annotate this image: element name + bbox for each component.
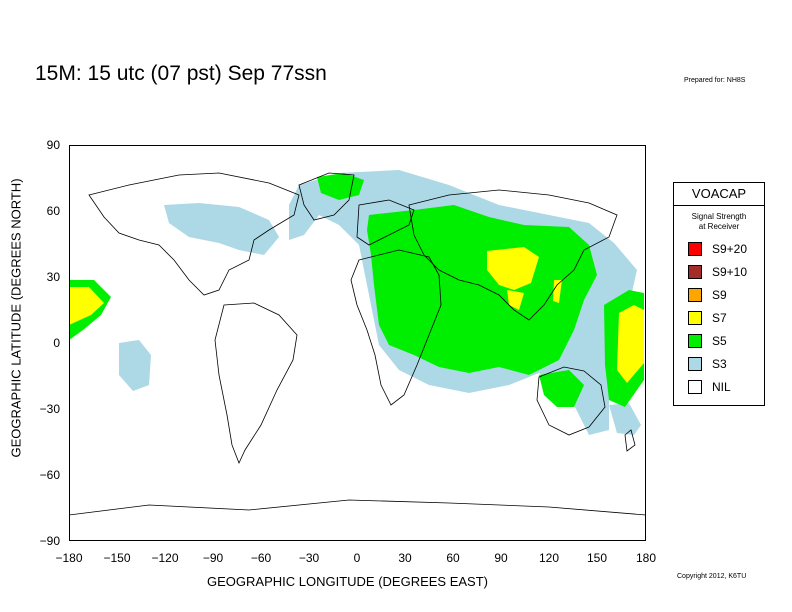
legend-label: S7 xyxy=(712,311,727,325)
legend-subtitle-line1: Signal Strength xyxy=(691,212,747,221)
outline-north-america xyxy=(88,172,300,296)
s5-main-region xyxy=(367,205,597,375)
continent-outlines xyxy=(69,172,646,516)
legend-item-s9-20: S9+20 xyxy=(688,241,747,257)
legend-item-nil: NIL xyxy=(688,379,731,395)
outline-asia xyxy=(408,189,618,321)
x-tick-label: −180 xyxy=(55,551,83,565)
legend-item-s3: S3 xyxy=(688,356,727,372)
legend-subtitle-line2: at Receiver xyxy=(698,222,740,231)
x-axis-label: GEOGRAPHIC LONGITUDE (DEGREES EAST) xyxy=(207,574,488,589)
coverage-s5 xyxy=(69,173,644,407)
outline-antarctica xyxy=(69,499,646,516)
outline-australia xyxy=(536,366,606,436)
legend-item-s9: S9 xyxy=(688,287,727,303)
x-tick-label: 150 xyxy=(586,551,608,565)
legend-label: S9+20 xyxy=(712,242,748,256)
x-tick-label: −30 xyxy=(298,551,320,565)
s3-australia-east xyxy=(609,403,641,435)
outline-south-america xyxy=(214,302,298,465)
legend-label: S3 xyxy=(712,357,727,371)
legend-subtitle: Signal Strength at Receiver xyxy=(674,212,764,232)
s7-hawaii xyxy=(69,287,104,325)
x-tick-label: 180 xyxy=(635,551,657,565)
s7-southeast-asia xyxy=(507,290,524,310)
legend-swatch xyxy=(688,242,702,256)
outline-greenland xyxy=(298,172,355,221)
y-tick-label: 60 xyxy=(46,204,60,218)
x-tick-label: −150 xyxy=(103,551,131,565)
copyright-note: Copyright 2012, K6TU xyxy=(677,573,747,580)
s7-pacific-south xyxy=(617,305,644,383)
x-tick-label: 90 xyxy=(494,551,508,565)
legend-item-s7: S7 xyxy=(688,310,727,326)
s5-arctic-patch xyxy=(317,173,364,200)
y-tick-label: 0 xyxy=(53,336,60,350)
x-tick-label: −90 xyxy=(202,551,224,565)
legend-label: S5 xyxy=(712,334,727,348)
legend-swatch xyxy=(688,357,702,371)
x-tick-label: 120 xyxy=(538,551,560,565)
legend-item-s9-10: S9+10 xyxy=(688,264,747,280)
s3-north-america xyxy=(164,203,279,255)
y-axis-label: GEOGRAPHIC LATITUDE (DEGREES NORTH) xyxy=(8,178,24,458)
signal-legend: VOACAP Signal Strength at Receiver S9+20… xyxy=(673,182,765,406)
x-tick-label: −120 xyxy=(151,551,179,565)
x-tick-label: 0 xyxy=(353,551,361,565)
coverage-map xyxy=(69,145,646,541)
y-tick-label: −60 xyxy=(39,468,60,482)
x-tick-label: −60 xyxy=(250,551,272,565)
legend-label: NIL xyxy=(712,380,731,394)
y-tick-label: −90 xyxy=(39,534,60,548)
y-tick-label: 90 xyxy=(46,138,60,152)
legend-swatch xyxy=(688,288,702,302)
outline-new-zealand xyxy=(624,429,636,452)
legend-swatch xyxy=(688,334,702,348)
s3-pacific-patch xyxy=(119,340,151,391)
x-tick-label: 60 xyxy=(446,551,460,565)
coverage-s7 xyxy=(69,247,644,383)
outline-europe xyxy=(356,199,415,246)
legend-swatch xyxy=(688,380,702,394)
legend-item-s5: S5 xyxy=(688,333,727,349)
prepared-for-note: Prepared for: NH8S xyxy=(684,77,746,84)
y-tick-label: −30 xyxy=(39,402,60,416)
legend-label: S9+10 xyxy=(712,265,748,279)
legend-swatch xyxy=(688,311,702,325)
s5-south-asia xyxy=(539,370,584,407)
s7-east-asia xyxy=(487,247,539,290)
legend-swatch xyxy=(688,265,702,279)
y-tick-label: 30 xyxy=(46,270,60,284)
plot-frame xyxy=(69,145,646,541)
map-title: 15M: 15 utc (07 pst) Sep 77ssn xyxy=(35,62,327,85)
legend-title: VOACAP xyxy=(674,183,764,206)
s7-philippines xyxy=(553,280,562,303)
legend-label: S9 xyxy=(712,288,727,302)
x-tick-label: 30 xyxy=(398,551,412,565)
